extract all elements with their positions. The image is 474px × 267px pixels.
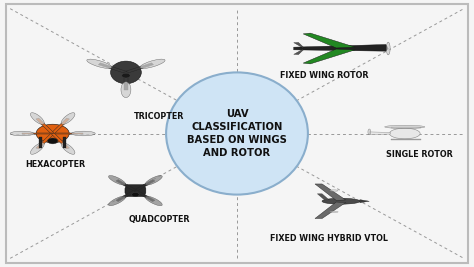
Polygon shape — [125, 63, 154, 73]
Ellipse shape — [122, 73, 130, 78]
Text: QUADCOPTER: QUADCOPTER — [128, 215, 190, 224]
Ellipse shape — [386, 42, 390, 55]
Ellipse shape — [385, 125, 425, 128]
Polygon shape — [22, 133, 53, 134]
Polygon shape — [315, 202, 346, 218]
Polygon shape — [116, 180, 137, 191]
Polygon shape — [360, 200, 369, 203]
Polygon shape — [36, 118, 54, 134]
Ellipse shape — [47, 138, 58, 144]
Polygon shape — [134, 180, 155, 191]
Bar — [63, 138, 66, 148]
Polygon shape — [294, 45, 388, 51]
Ellipse shape — [145, 196, 162, 206]
Ellipse shape — [368, 129, 371, 135]
Polygon shape — [124, 72, 128, 90]
Text: TRICOPTER: TRICOPTER — [134, 112, 184, 121]
Text: SINGLE ROTOR: SINGLE ROTOR — [385, 150, 452, 159]
Ellipse shape — [72, 131, 95, 136]
Ellipse shape — [30, 143, 44, 154]
Ellipse shape — [121, 82, 131, 98]
Polygon shape — [51, 133, 70, 149]
Ellipse shape — [110, 61, 141, 84]
Polygon shape — [99, 63, 127, 73]
Polygon shape — [391, 127, 421, 128]
Text: HEXACOPTER: HEXACOPTER — [25, 160, 85, 168]
Polygon shape — [51, 118, 70, 134]
Polygon shape — [125, 185, 146, 197]
Text: UAV
CLASSIFICATION
BASED ON WINGS
AND ROTOR: UAV CLASSIFICATION BASED ON WINGS AND RO… — [187, 109, 287, 158]
Text: FIXED WING ROTOR: FIXED WING ROTOR — [280, 70, 369, 80]
FancyBboxPatch shape — [6, 4, 468, 263]
Polygon shape — [36, 133, 54, 149]
Polygon shape — [369, 132, 391, 135]
Ellipse shape — [10, 131, 34, 136]
Bar — [39, 138, 42, 148]
Polygon shape — [303, 33, 355, 48]
Ellipse shape — [140, 59, 165, 68]
Polygon shape — [116, 190, 137, 202]
Ellipse shape — [329, 190, 338, 191]
Text: FIXED WING HYBRID VTOL: FIXED WING HYBRID VTOL — [270, 234, 388, 243]
Polygon shape — [294, 42, 303, 48]
Ellipse shape — [166, 72, 308, 195]
Polygon shape — [294, 49, 303, 55]
Polygon shape — [134, 190, 155, 202]
Ellipse shape — [87, 59, 112, 68]
Ellipse shape — [132, 193, 139, 197]
Polygon shape — [315, 184, 346, 201]
Ellipse shape — [145, 175, 162, 185]
Ellipse shape — [109, 175, 126, 185]
Polygon shape — [391, 139, 421, 140]
Ellipse shape — [109, 196, 126, 206]
Polygon shape — [53, 133, 83, 134]
Ellipse shape — [329, 211, 338, 213]
Polygon shape — [318, 194, 329, 200]
Ellipse shape — [30, 113, 44, 124]
Ellipse shape — [390, 128, 420, 139]
Ellipse shape — [322, 198, 360, 204]
Ellipse shape — [36, 124, 69, 143]
Ellipse shape — [61, 143, 75, 154]
Ellipse shape — [61, 113, 75, 124]
Polygon shape — [303, 49, 355, 64]
